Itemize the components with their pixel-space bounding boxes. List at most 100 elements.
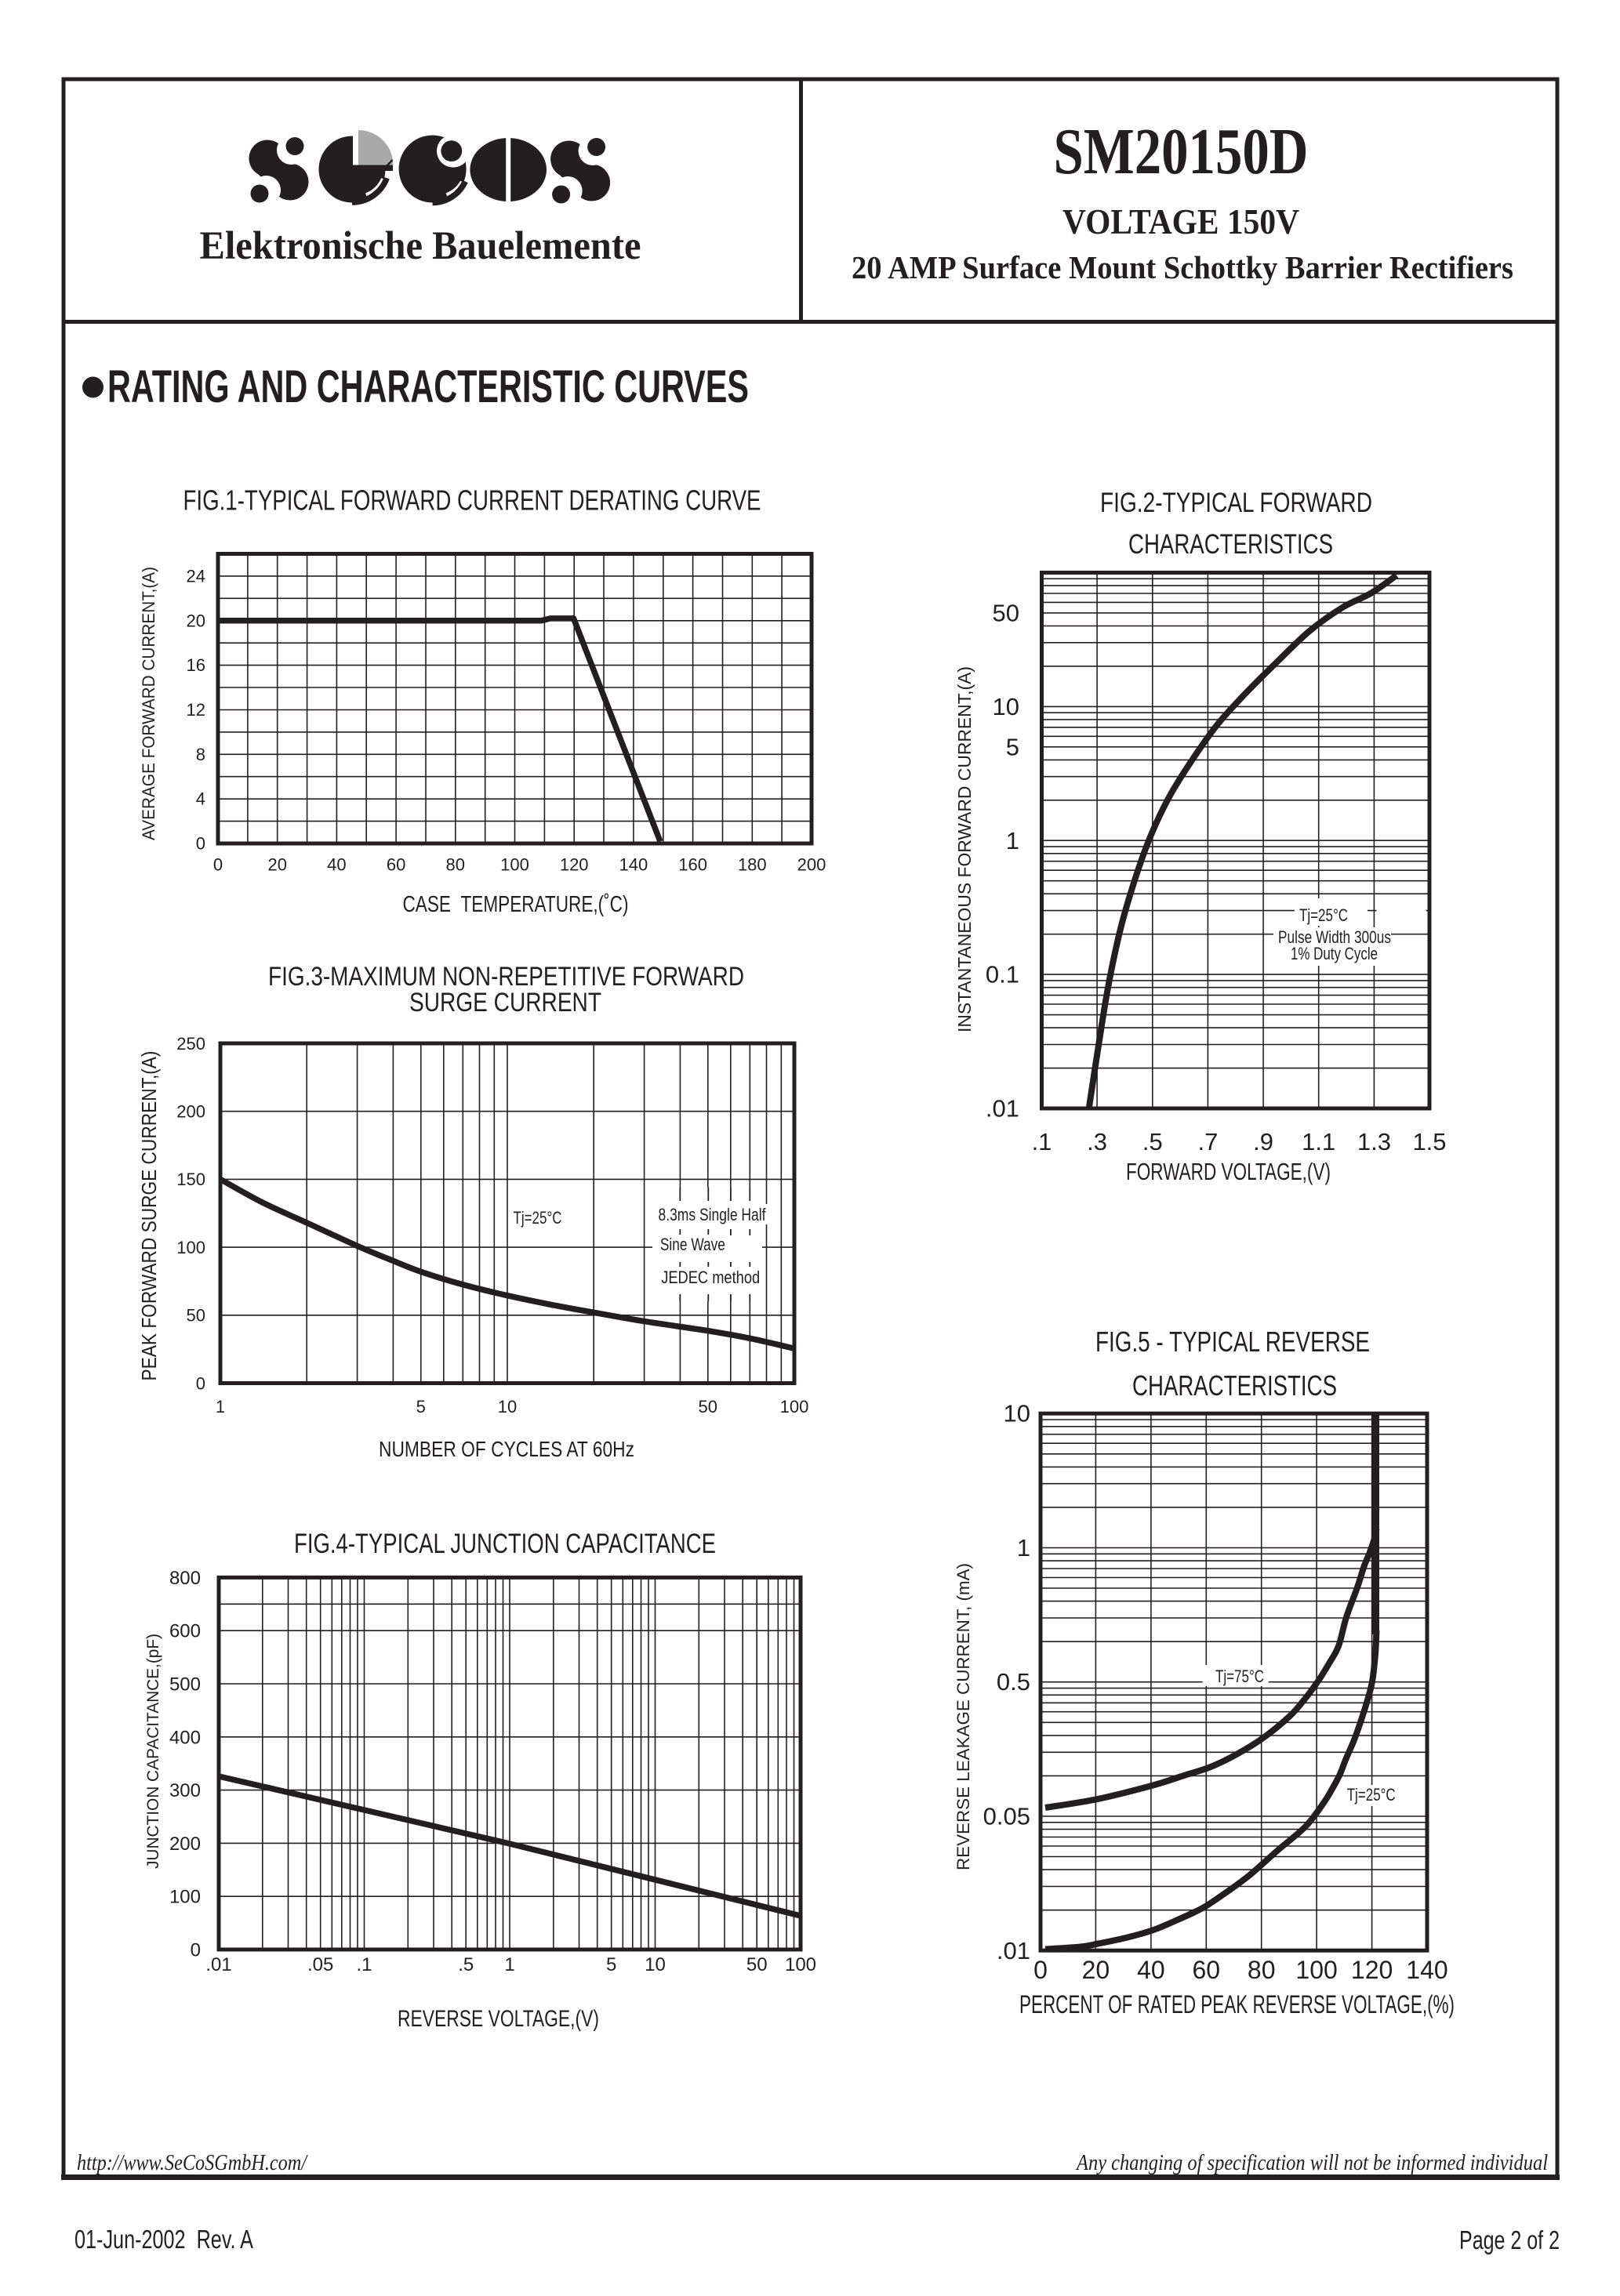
- svg-text:Tj=25°C: Tj=25°C: [1299, 905, 1348, 925]
- svg-text:140: 140: [1406, 1956, 1447, 1984]
- svg-text:1: 1: [504, 1954, 514, 1975]
- svg-text:10: 10: [993, 693, 1019, 720]
- svg-text:180: 180: [738, 855, 767, 875]
- svg-text:INSTANTANEOUS FORWARD CURRENT,: INSTANTANEOUS FORWARD CURRENT,(A): [954, 666, 975, 1032]
- svg-text:REVERSE VOLTAGE,(V): REVERSE VOLTAGE,(V): [398, 2006, 599, 2032]
- svg-text:FORWARD VOLTAGE,(V): FORWARD VOLTAGE,(V): [1126, 1158, 1331, 1185]
- svg-text:Sine Wave: Sine Wave: [660, 1235, 725, 1254]
- svg-text:PERCENT OF RATED PEAK REVERSE: PERCENT OF RATED PEAK REVERSE VOLTAGE,(%…: [1019, 1990, 1455, 2019]
- svg-text:100: 100: [169, 1887, 201, 1908]
- svg-text:http://www.SeCoSGmbH.com/: http://www.SeCoSGmbH.com/: [77, 2151, 308, 2175]
- svg-text:FIG.1-TYPICAL FORWARD CURRENT: FIG.1-TYPICAL FORWARD CURRENT DERATING C…: [183, 484, 761, 517]
- svg-text:AVERAGE FORWARD CURRENT,(A): AVERAGE FORWARD CURRENT,(A): [139, 567, 158, 840]
- svg-text:PEAK FORWARD SURGE CURRENT,(A): PEAK FORWARD SURGE CURRENT,(A): [137, 1051, 161, 1381]
- svg-text:CHARACTERISTICS: CHARACTERISTICS: [1132, 1369, 1337, 1402]
- svg-text:100: 100: [780, 1397, 809, 1416]
- svg-text:10: 10: [498, 1397, 517, 1416]
- svg-text:.7: .7: [1197, 1128, 1218, 1155]
- svg-text:10: 10: [645, 1954, 666, 1975]
- svg-text:600: 600: [169, 1621, 201, 1642]
- svg-text:250: 250: [176, 1034, 205, 1054]
- svg-text:20 AMP Surface Mount Schottky: 20 AMP Surface Mount Schottky Barrier Re…: [852, 249, 1513, 285]
- svg-text:Tj=25°C: Tj=25°C: [1347, 1785, 1396, 1805]
- svg-text:.05: .05: [307, 1954, 333, 1975]
- svg-text:.1: .1: [1032, 1128, 1052, 1155]
- svg-text:1.5: 1.5: [1412, 1128, 1446, 1155]
- svg-text:200: 200: [176, 1102, 205, 1122]
- svg-text:CHARACTERISTICS: CHARACTERISTICS: [1128, 529, 1333, 560]
- svg-text:0: 0: [196, 834, 205, 854]
- svg-text:JUNCTION CAPACITANCE,(pF): JUNCTION CAPACITANCE,(pF): [144, 1634, 162, 1869]
- svg-text:20: 20: [187, 611, 205, 630]
- svg-text:150: 150: [176, 1170, 205, 1189]
- svg-text:140: 140: [619, 855, 648, 875]
- svg-text:160: 160: [678, 855, 707, 875]
- svg-text:400: 400: [169, 1727, 201, 1748]
- svg-text:4: 4: [196, 789, 205, 809]
- svg-text:100: 100: [785, 1954, 816, 1975]
- svg-text:0: 0: [1033, 1956, 1048, 1984]
- svg-text:Any changing of specification: Any changing of specification will not b…: [1075, 2151, 1548, 2175]
- svg-text:100: 100: [176, 1238, 205, 1257]
- svg-text:FIG.2-TYPICAL FORWARD: FIG.2-TYPICAL FORWARD: [1100, 488, 1372, 518]
- svg-text:RATING AND CHARACTERISTIC CURV: RATING AND CHARACTERISTIC CURVES: [107, 361, 749, 412]
- svg-text:FIG.5 - TYPICAL REVERSE: FIG.5 - TYPICAL REVERSE: [1095, 1326, 1370, 1358]
- svg-text:Elektronische Bauelemente: Elektronische Bauelemente: [200, 224, 641, 268]
- svg-text:300: 300: [169, 1780, 201, 1801]
- svg-text:CASE TEMPERATURE,(˚C): CASE TEMPERATURE,(˚C): [403, 892, 629, 917]
- svg-text:.5: .5: [458, 1954, 474, 1975]
- svg-text:50: 50: [699, 1397, 717, 1416]
- svg-text:50: 50: [746, 1954, 768, 1975]
- svg-text:8.3ms Single Half: 8.3ms Single Half: [659, 1205, 767, 1224]
- svg-text:1.1: 1.1: [1302, 1128, 1335, 1155]
- svg-text:16: 16: [187, 655, 205, 675]
- svg-text:.01: .01: [997, 1937, 1030, 1964]
- svg-text:0: 0: [191, 1940, 201, 1961]
- svg-text:01-Jun-2002 Rev. A: 01-Jun-2002 Rev. A: [74, 2225, 253, 2254]
- svg-text:60: 60: [387, 855, 405, 875]
- svg-text:0: 0: [213, 855, 223, 875]
- svg-text:1% Duty Cycle: 1% Duty Cycle: [1291, 944, 1378, 963]
- svg-text:20: 20: [267, 855, 286, 875]
- svg-text:.1: .1: [356, 1954, 372, 1975]
- svg-text:Tj=25°C: Tj=25°C: [514, 1208, 562, 1228]
- svg-text:Pulse Width 300us: Pulse Width 300us: [1278, 927, 1391, 947]
- svg-text:50: 50: [993, 599, 1019, 626]
- svg-text:8: 8: [196, 745, 205, 764]
- svg-text:Tj=75°C: Tj=75°C: [1215, 1667, 1264, 1686]
- svg-text:20: 20: [1082, 1956, 1110, 1984]
- svg-text:80: 80: [1248, 1956, 1276, 1984]
- svg-text:1: 1: [216, 1397, 225, 1416]
- svg-text:120: 120: [1351, 1956, 1393, 1984]
- svg-text:SM20150D: SM20150D: [1054, 115, 1309, 188]
- svg-text:100: 100: [1295, 1956, 1337, 1984]
- svg-text:NUMBER OF CYCLES AT 60Hz: NUMBER OF CYCLES AT 60Hz: [379, 1437, 634, 1461]
- svg-text:40: 40: [327, 855, 346, 875]
- svg-text:0.5: 0.5: [997, 1668, 1030, 1696]
- svg-text:800: 800: [169, 1568, 201, 1589]
- svg-text:0.1: 0.1: [986, 961, 1019, 988]
- svg-text:1.3: 1.3: [1357, 1128, 1391, 1155]
- svg-text:.01: .01: [986, 1095, 1019, 1123]
- svg-text:.3: .3: [1087, 1128, 1107, 1155]
- svg-text:200: 200: [797, 855, 826, 875]
- svg-text:1: 1: [1006, 827, 1019, 854]
- svg-text:200: 200: [169, 1834, 201, 1855]
- svg-text:120: 120: [560, 855, 589, 875]
- svg-text:0.05: 0.05: [983, 1803, 1030, 1830]
- svg-text:12: 12: [187, 700, 205, 720]
- svg-text:VOLTAGE 150V: VOLTAGE 150V: [1062, 202, 1299, 241]
- svg-text:5: 5: [416, 1397, 426, 1416]
- svg-text:10: 10: [1004, 1400, 1030, 1427]
- svg-text:Page 2 of 2: Page 2 of 2: [1459, 2225, 1560, 2254]
- svg-text:24: 24: [187, 566, 205, 586]
- svg-text:FIG.3-MAXIMUM NON-REPETITIVE F: FIG.3-MAXIMUM NON-REPETITIVE FORWARD: [268, 962, 744, 992]
- svg-text:SURGE CURRENT: SURGE CURRENT: [409, 988, 601, 1017]
- svg-text:.5: .5: [1142, 1128, 1163, 1155]
- svg-text:80: 80: [446, 855, 465, 875]
- svg-text:500: 500: [169, 1674, 201, 1696]
- svg-text:60: 60: [1193, 1956, 1221, 1984]
- svg-text:FIG.4-TYPICAL JUNCTION CAPACIT: FIG.4-TYPICAL JUNCTION CAPACITANCE: [294, 1529, 716, 1559]
- svg-text:JEDEC method: JEDEC method: [661, 1268, 760, 1287]
- svg-text:5: 5: [606, 1954, 616, 1975]
